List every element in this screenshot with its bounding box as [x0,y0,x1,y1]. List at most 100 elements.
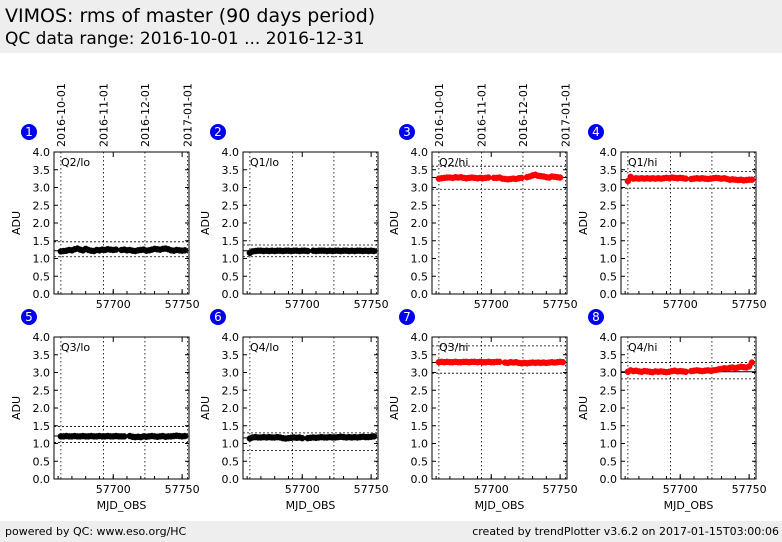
x-axis-label: MJD_OBS [286,499,336,512]
panel-number: 5 [25,310,33,324]
y-tick-label: 3.5 [222,349,240,362]
page-title: VIMOS: rms of master (90 days period) [5,5,376,27]
y-tick-label: 1.0 [411,438,429,451]
y-tick-label: 0.0 [33,288,51,301]
data-point [181,247,189,254]
y-tick-label: 2.5 [222,384,240,397]
x-tick-label: 57700 [96,298,131,311]
page-subtitle: QC data range: 2016-10-01 ... 2016-12-31 [5,29,365,49]
plot-frame [620,151,757,295]
date-tick-label: 2017-01-01 [560,83,573,147]
x-axis-label: MJD_OBS [664,499,714,512]
y-tick-label: 0.5 [222,270,240,283]
y-tick-label: 1.5 [411,420,429,433]
panel-label: Q3/hi [439,341,468,354]
y-axis-label: ADU [577,396,590,420]
panel-number-badge [588,124,604,140]
y-tick-label: 1.0 [33,438,51,451]
y-tick-label: 0.0 [33,473,51,486]
x-axis-label: MJD_OBS [475,499,525,512]
y-tick-label: 3.0 [411,367,429,380]
panel-number: 6 [214,310,222,324]
data-point [682,368,689,376]
y-axis-label: ADU [577,211,590,235]
footer-powered-by: powered by QC: www.eso.org/HC [5,525,187,538]
date-tick-label: 2016-11-01 [98,83,111,147]
y-tick-label: 2.0 [222,402,240,415]
x-tick-label: 57750 [543,483,578,496]
header: VIMOS: rms of master (90 days period) QC… [0,0,782,53]
panel-number-badge [21,309,37,325]
y-tick-label: 0.0 [411,288,429,301]
y-tick-label: 1.5 [411,235,429,248]
y-tick-label: 4.0 [411,146,429,159]
footer: powered by QC: www.eso.org/HC created by… [0,521,782,542]
x-tick-label: 57700 [285,483,320,496]
y-tick-label: 0.5 [33,270,51,283]
y-tick-label: 0.0 [222,288,240,301]
plot-frame [53,336,190,480]
plot-frame [431,336,568,480]
y-tick-label: 1.5 [33,420,51,433]
plot-frame [242,151,379,295]
y-tick-label: 4.0 [411,331,429,344]
data-point [559,358,567,366]
panel-label: Q1/lo [250,156,279,169]
data-point [370,247,378,255]
data-point [181,432,189,440]
data-point [496,358,503,366]
data-point [485,174,492,181]
y-tick-label: 3.0 [600,182,618,195]
date-tick-label: 2017-01-01 [182,83,195,147]
plot-grid: 0.0 0.5 1.0 1.5 2.0 2.5 3.0 3.5 4.0 57700 57750 ADU… [0,53,782,521]
x-tick-label: 57750 [732,298,767,311]
panel-number: 2 [214,125,222,139]
y-tick-label: 4.0 [222,146,240,159]
y-tick-label: 4.0 [600,331,618,344]
panel-label: Q1/hi [628,156,657,169]
y-tick-label: 3.0 [222,182,240,195]
panel-number-badge [399,124,415,140]
y-tick-label: 1.0 [600,438,618,451]
y-axis-label: ADU [10,211,23,235]
y-axis-label: ADU [388,211,401,235]
y-axis-label: ADU [10,396,23,420]
y-tick-label: 2.5 [33,199,51,212]
y-tick-label: 2.0 [411,402,429,415]
footer-created-by: created by trendPlotter v3.6.2 on 2017-0… [472,525,779,538]
x-tick-label: 57700 [96,483,131,496]
x-tick-label: 57700 [474,298,509,311]
y-tick-label: 1.0 [222,438,240,451]
y-tick-label: 1.5 [33,235,51,248]
x-tick-label: 57750 [354,483,389,496]
y-tick-label: 0.0 [411,473,429,486]
y-tick-label: 4.0 [222,331,240,344]
y-tick-label: 3.5 [222,164,240,177]
x-tick-label: 57700 [474,483,509,496]
panel-number: 1 [25,125,33,139]
y-tick-label: 2.0 [411,217,429,230]
y-tick-label: 4.0 [600,146,618,159]
panel-label: Q2/lo [61,156,90,169]
y-tick-label: 4.0 [33,331,51,344]
y-tick-label: 3.5 [411,349,429,362]
y-tick-label: 3.0 [33,367,51,380]
panel-label: Q3/lo [61,341,90,354]
y-tick-label: 4.0 [33,146,51,159]
data-point [370,433,378,440]
panel-label: Q2/hi [439,156,468,169]
plot-frame [431,151,568,295]
x-tick-label: 57700 [663,298,698,311]
y-tick-label: 2.0 [600,402,618,415]
y-tick-label: 1.0 [600,253,618,266]
y-tick-label: 2.5 [411,199,429,212]
y-tick-label: 2.0 [33,217,51,230]
y-tick-label: 2.5 [33,384,51,397]
y-axis-label: ADU [199,211,212,235]
y-axis-label: ADU [199,396,212,420]
y-tick-label: 2.0 [222,217,240,230]
y-tick-label: 1.0 [33,253,51,266]
y-tick-label: 0.5 [600,455,618,468]
y-axis-label: ADU [388,396,401,420]
data-point [518,174,525,182]
